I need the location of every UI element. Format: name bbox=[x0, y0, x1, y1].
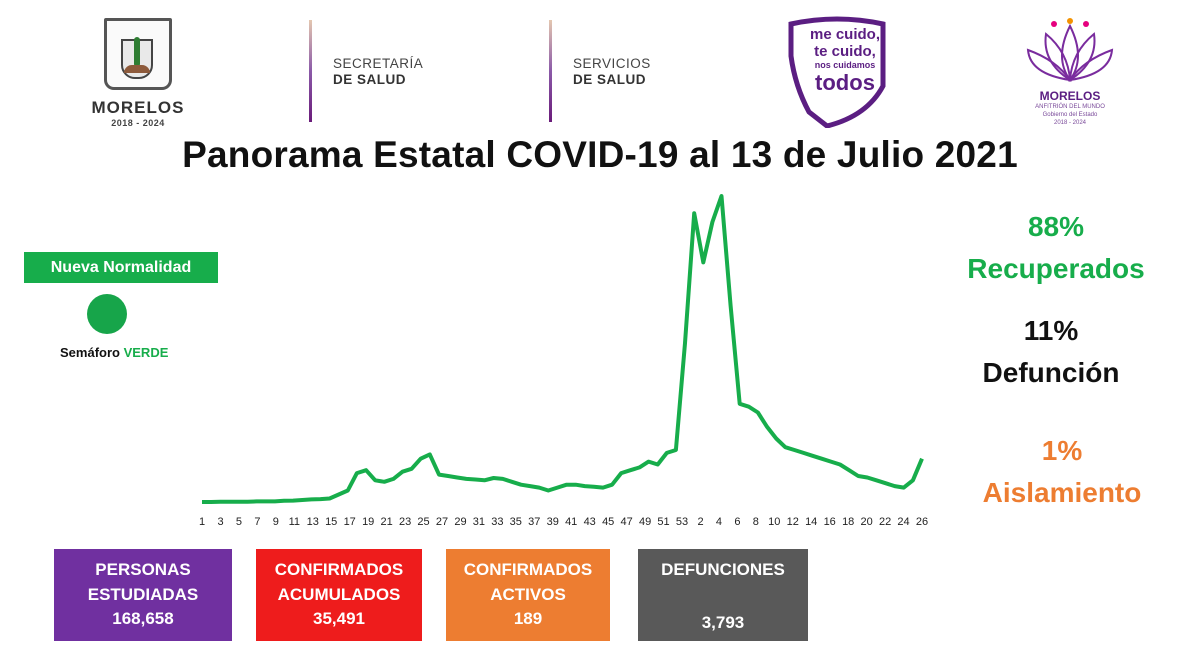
x-tick-label: 7 bbox=[254, 516, 260, 528]
x-tick-label: 49 bbox=[639, 516, 651, 528]
x-tick-label: 26 bbox=[916, 516, 928, 528]
x-tick-label: 45 bbox=[602, 516, 614, 528]
x-tick-label: 12 bbox=[787, 516, 799, 528]
defuncion-pct: 11% bbox=[1023, 315, 1079, 346]
card-confirmados-activos: CONFIRMADOS ACTIVOS 189 bbox=[446, 549, 610, 641]
lotus-logo-sub3: 2018 - 2024 bbox=[1053, 120, 1087, 126]
semaforo-text: Semáforo bbox=[60, 345, 120, 360]
x-tick-label: 20 bbox=[860, 516, 872, 528]
dept2-line2: DE SALUD bbox=[573, 72, 647, 87]
defuncion-stat: 11% Defunción bbox=[955, 310, 1147, 394]
dept1-line2: DE SALUD bbox=[333, 72, 407, 87]
card-value: 168,658 bbox=[112, 609, 174, 628]
recuperados-label: Recuperados bbox=[967, 253, 1145, 284]
x-tick-label: 23 bbox=[399, 516, 411, 528]
logo-years: 2018 - 2024 bbox=[111, 118, 165, 128]
aislamiento-pct: 1% bbox=[1041, 435, 1083, 466]
status-badge: Nueva Normalidad bbox=[24, 252, 218, 283]
x-tick-label: 24 bbox=[897, 516, 909, 528]
x-tick-label: 35 bbox=[510, 516, 522, 528]
card-defunciones: DEFUNCIONES 3,793 bbox=[638, 549, 808, 641]
semaforo-value: VERDE bbox=[123, 345, 169, 360]
x-tick-label: 31 bbox=[473, 516, 485, 528]
x-tick-label: 11 bbox=[289, 516, 300, 528]
logo-name: MORELOS bbox=[91, 98, 185, 117]
page-title: Panorama Estatal COVID-19 al 13 de Julio… bbox=[182, 134, 1018, 175]
secretaria-de-salud-logo: SECRETARÍA DE SALUD bbox=[333, 56, 423, 88]
x-tick-label: 13 bbox=[307, 516, 319, 528]
morelos-government-logo: MORELOS 2018 - 2024 bbox=[88, 18, 188, 130]
lotus-logo-sub1: ANFITRIÓN DEL MUNDO bbox=[1035, 104, 1105, 110]
x-tick-label: 14 bbox=[805, 516, 817, 528]
campaign-line1: me cuido, bbox=[809, 26, 880, 43]
x-tick-label: 29 bbox=[454, 516, 466, 528]
lotus-logo-name: MORELOS bbox=[1039, 89, 1101, 103]
campaign-shield-icon bbox=[788, 16, 886, 128]
covid-cases-line-chart: 1 3 5 7 9 11 13 15 17 19 21 23 25 27 29 31 33 35 37 39 41 43 4… bbox=[199, 194, 928, 528]
card-label: PERSONAS ESTUDIADAS bbox=[87, 560, 199, 604]
x-tick-label: 37 bbox=[528, 516, 540, 528]
x-tick-label: 22 bbox=[879, 516, 891, 528]
x-tick-label: 4 bbox=[716, 516, 722, 528]
coat-of-arms-icon bbox=[104, 18, 172, 90]
recuperados-pct: 88% bbox=[1027, 211, 1085, 242]
x-tick-label: 2 bbox=[697, 516, 703, 528]
x-tick-label: 6 bbox=[734, 516, 740, 528]
x-tick-label: 3 bbox=[217, 516, 223, 528]
card-personas-estudiadas: PERSONAS ESTUDIADAS 168,658 bbox=[54, 549, 232, 641]
x-tick-label: 51 bbox=[657, 516, 669, 528]
aislamiento-label: Aislamiento bbox=[982, 477, 1142, 508]
campaign-line4: todos bbox=[815, 70, 875, 95]
x-tick-label: 15 bbox=[325, 516, 337, 528]
x-tick-label: 41 bbox=[565, 516, 577, 528]
campaign-line3: nos cuidamos bbox=[814, 60, 876, 70]
recuperados-stat: 88% Recuperados bbox=[960, 206, 1152, 290]
x-tick-label: 25 bbox=[417, 516, 429, 528]
x-tick-label: 39 bbox=[547, 516, 559, 528]
lotus-flower-icon bbox=[1026, 18, 1114, 82]
divider bbox=[309, 20, 312, 122]
dept1-line1: SECRETARÍA bbox=[333, 56, 424, 71]
semaforo-label: Semáforo VERDE bbox=[60, 345, 168, 360]
campaign-logo: me cuido, te cuido, nos cuidamos todos bbox=[787, 16, 887, 128]
lotus-logo-sub2: Gobierno del Estado bbox=[1042, 112, 1098, 118]
x-tick-label: 21 bbox=[380, 516, 392, 528]
x-tick-label: 19 bbox=[362, 516, 374, 528]
x-tick-label: 43 bbox=[584, 516, 596, 528]
x-tick-label: 10 bbox=[768, 516, 780, 528]
aislamiento-stat: 1% Aislamiento bbox=[966, 430, 1158, 514]
morelos-lotus-logo: MORELOS ANFITRIÓN DEL MUNDO Gobierno del… bbox=[1024, 18, 1116, 128]
x-tick-label: 17 bbox=[344, 516, 356, 528]
x-tick-label: 1 bbox=[199, 516, 205, 528]
card-label: CONFIRMADOS ACUMULADOS bbox=[274, 560, 404, 604]
card-value: 35,491 bbox=[313, 609, 365, 628]
card-confirmados-acumulados: CONFIRMADOS ACUMULADOS 35,491 bbox=[256, 549, 422, 641]
defuncion-label: Defunción bbox=[982, 357, 1120, 388]
dept2-line1: SERVICIOS bbox=[573, 56, 651, 71]
x-tick-label: 5 bbox=[236, 516, 242, 528]
servicios-de-salud-logo: SERVICIOS DE SALUD bbox=[573, 56, 651, 88]
x-tick-label: 53 bbox=[676, 516, 688, 528]
divider bbox=[549, 20, 552, 122]
series-line bbox=[202, 194, 924, 504]
x-tick-label: 47 bbox=[620, 516, 632, 528]
card-label: CONFIRMADOS ACTIVOS bbox=[463, 560, 593, 604]
x-tick-label: 27 bbox=[436, 516, 448, 528]
x-tick-label: 33 bbox=[491, 516, 503, 528]
card-value: 189 bbox=[513, 609, 543, 628]
x-tick-label: 16 bbox=[824, 516, 836, 528]
x-tick-label: 18 bbox=[842, 516, 854, 528]
campaign-line2: te cuido, bbox=[814, 43, 876, 60]
traffic-light-icon bbox=[87, 294, 127, 334]
card-label: DEFUNCIONES bbox=[661, 560, 785, 579]
x-tick-label: 8 bbox=[753, 516, 759, 528]
card-value: 3,793 bbox=[701, 613, 745, 632]
x-tick-label: 9 bbox=[273, 516, 279, 528]
